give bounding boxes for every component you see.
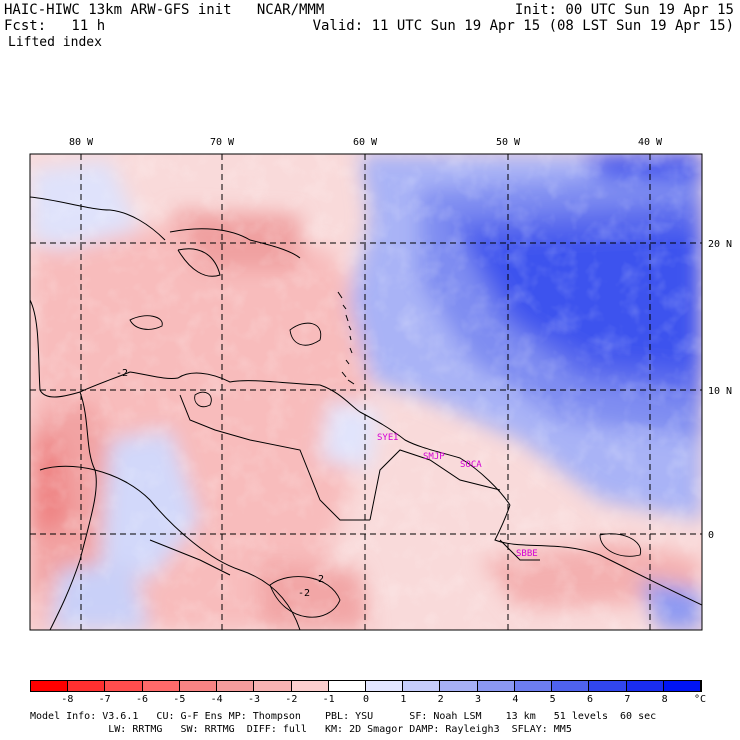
model-info-line1: Model Info: V3.6.1 CU: G-F Ens MP: Thomp… [30, 711, 657, 722]
colorbar-level-label: 8 [661, 694, 668, 705]
lon-label: 80 W [69, 137, 94, 148]
lat-label: 0 [708, 530, 714, 541]
colorbar-swatch [179, 681, 218, 691]
contours [129, 315, 641, 618]
colorbar [30, 680, 702, 692]
colorbar-level-label: 3 [474, 694, 482, 705]
colorbar-level-label: -4 [210, 694, 223, 705]
colorbar-level-label: 7 [624, 694, 631, 705]
colorbar-swatch [291, 681, 329, 691]
lat-label: 20 N [708, 239, 732, 250]
lon-label: 70 W [210, 137, 235, 148]
station-label: SBBE [516, 549, 538, 559]
shaded-field [30, 154, 702, 630]
lon-label: 40 W [638, 137, 663, 148]
lon-label: 50 W [496, 137, 521, 148]
contour-label: -2 [298, 588, 310, 599]
lifted-index-map: 80 W 70 W 60 W 50 W 40 W 20 N 10 N 0 -2 … [29, 137, 732, 631]
colorbar-level-label: 6 [586, 694, 594, 705]
colorbar-swatch [365, 681, 404, 691]
contour-label: -2 [116, 368, 128, 379]
colorbar-level-label: -1 [322, 694, 335, 705]
colorbar-swatch [142, 681, 180, 691]
colorbar-swatch [552, 681, 590, 691]
colorbar-level-label: 0 [362, 694, 370, 705]
colorbar-level-label: 1 [400, 694, 407, 705]
contour-label: -2 [312, 574, 324, 585]
map-frame [29, 153, 703, 631]
station-label: SYEI [377, 433, 399, 443]
colorbar-swatch [254, 681, 292, 691]
colorbar-level-label: 4 [512, 694, 519, 705]
colorbar-swatch [328, 681, 366, 691]
model-info-line2: LW: RRTMG SW: RRTMG DIFF: full KM: 2D Sm… [30, 724, 572, 735]
colorbar-level-label: 5 [549, 694, 556, 705]
field-name: Lifted index [8, 35, 102, 50]
colorbar-swatch [663, 681, 701, 691]
lat-lon-grid [30, 154, 702, 630]
colorbar-swatch [31, 681, 69, 691]
colorbar-level-label: -7 [98, 694, 111, 705]
model-title: HAIC-HIWC 13km ARW-GFS init NCAR/MMM [4, 2, 325, 18]
colorbar-swatch [217, 681, 255, 691]
colorbar-swatch [105, 681, 143, 691]
colorbar-unit-label: °C [693, 694, 707, 705]
colorbar-swatch [68, 681, 106, 691]
colorbar-swatch [514, 681, 553, 691]
colorbar-level-label: -8 [61, 694, 74, 705]
colorbar-level-label: -2 [285, 694, 298, 705]
colorbar-swatch [403, 681, 441, 691]
colorbar-level-label: -6 [135, 694, 149, 705]
valid-time: Valid: 11 UTC Sun 19 Apr 15 (08 LST Sun … [312, 18, 734, 34]
lesser-antilles [337, 291, 355, 385]
colorbar-level-label: -3 [247, 694, 261, 705]
forecast-hour: Fcst: 11 h [4, 18, 106, 34]
colorbar-swatch [589, 681, 627, 691]
station-label: SMJP [423, 452, 445, 462]
colorbar-level-label: -5 [173, 694, 186, 705]
coastlines [30, 196, 702, 630]
colorbar-swatch [440, 681, 478, 691]
station-label: SOCA [460, 460, 482, 470]
lon-label: 60 W [353, 137, 378, 148]
init-time: Init: 00 UTC Sun 19 Apr 15 [514, 2, 734, 18]
colorbar-swatch [626, 681, 664, 691]
lat-label: 10 N [708, 386, 732, 397]
colorbar-swatch [477, 681, 515, 691]
colorbar-level-label: 2 [437, 694, 444, 705]
